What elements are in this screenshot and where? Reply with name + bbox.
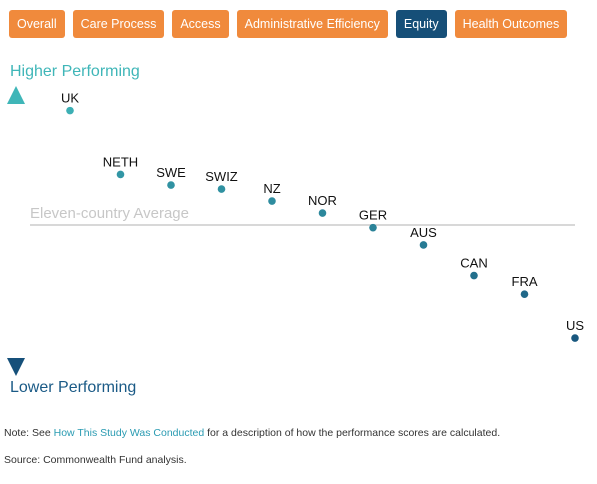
note-prefix: Note: See bbox=[4, 427, 54, 439]
point-us[interactable] bbox=[571, 334, 579, 342]
tab-access[interactable]: Access bbox=[172, 10, 229, 38]
higher-performing-label: Higher Performing bbox=[10, 63, 140, 80]
category-tabs: Overall Care Process Access Administrati… bbox=[9, 10, 568, 38]
data-points: UK NETH SWE SWIZ NZ NOR GER AUS CAN FRA US bbox=[61, 91, 584, 342]
arrow-up-icon bbox=[7, 86, 25, 104]
point-swe[interactable] bbox=[167, 181, 175, 189]
tab-care-process[interactable]: Care Process bbox=[72, 10, 165, 38]
tab-equity[interactable]: Equity bbox=[395, 10, 447, 38]
point-nz[interactable] bbox=[268, 197, 276, 205]
average-label: Eleven-country Average bbox=[30, 205, 189, 222]
tab-administrative-efficiency[interactable]: Administrative Efficiency bbox=[236, 10, 388, 38]
lower-performing-label: Lower Performing bbox=[10, 379, 137, 396]
point-swiz[interactable] bbox=[217, 185, 226, 193]
note-suffix: for a description of how the performance… bbox=[204, 427, 501, 439]
footnote: Note: See How This Study Was Conducted f… bbox=[4, 427, 500, 439]
point-can[interactable] bbox=[470, 271, 478, 280]
point-nor[interactable] bbox=[318, 209, 327, 217]
point-label-us: US bbox=[566, 318, 584, 333]
point-label-ger: GER bbox=[359, 208, 387, 223]
point-label-uk: UK bbox=[61, 91, 79, 106]
point-label-nz: NZ bbox=[263, 181, 280, 196]
point-uk[interactable] bbox=[66, 106, 74, 115]
point-label-fra: FRA bbox=[512, 274, 538, 289]
arrow-down-icon bbox=[7, 358, 25, 376]
point-ger[interactable] bbox=[369, 223, 377, 232]
performance-arrow bbox=[7, 86, 25, 376]
tab-health-outcomes[interactable]: Health Outcomes bbox=[454, 10, 568, 38]
point-neth[interactable] bbox=[116, 170, 125, 179]
tab-overall[interactable]: Overall bbox=[9, 10, 65, 38]
point-label-nor: NOR bbox=[308, 193, 337, 208]
point-fra[interactable] bbox=[520, 290, 529, 298]
point-aus[interactable] bbox=[419, 241, 428, 249]
study-link[interactable]: How This Study Was Conducted bbox=[53, 427, 205, 439]
point-label-swe: SWE bbox=[156, 165, 186, 180]
point-label-swiz: SWIZ bbox=[205, 169, 238, 184]
point-label-aus: AUS bbox=[410, 225, 437, 240]
point-label-can: CAN bbox=[460, 256, 487, 271]
point-label-neth: NETH bbox=[103, 154, 138, 169]
source-note: Source: Commonwealth Fund analysis. bbox=[4, 454, 187, 466]
